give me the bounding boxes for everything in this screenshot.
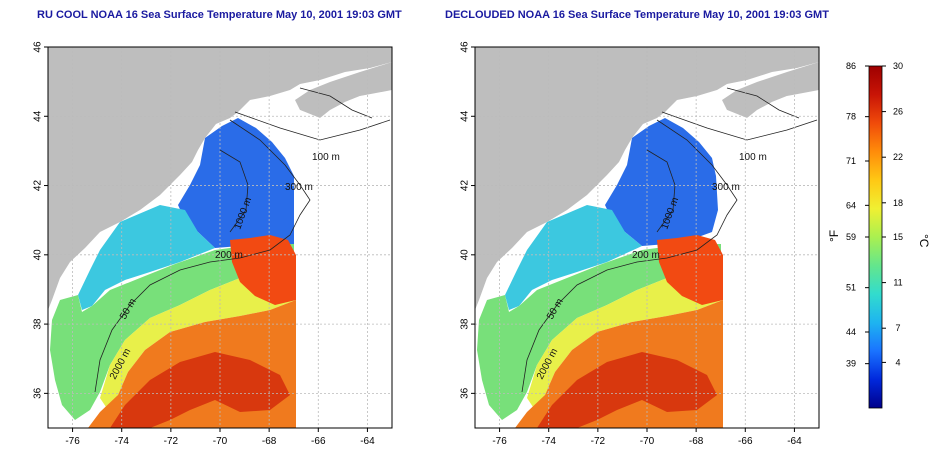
right-gulf-of-maine-water [605, 118, 718, 246]
right-x-tick-label: -70 [640, 436, 655, 447]
right-bathymetry-contours [521, 87, 818, 393]
left-map-grid [48, 47, 392, 428]
left-x-tick-label: -70 [213, 436, 228, 447]
colorbar-celsius-tick-label: 18 [893, 198, 903, 208]
right-x-tick-label: -72 [591, 436, 606, 447]
left-land-mass [48, 47, 392, 310]
right-shelf-cyan-water [505, 205, 642, 310]
left-bathymetry-contours [94, 87, 391, 393]
right-slope-yellow-water [527, 260, 723, 410]
right-map-grid [475, 47, 819, 428]
left-x-tick-label: -74 [114, 436, 129, 447]
left-offshore-water [294, 90, 392, 428]
colorbar-celsius-tick-label: 26 [893, 107, 903, 117]
right-x-tick-label: -66 [738, 436, 753, 447]
colorbar-fahrenheit-tick-label: 44 [846, 327, 856, 337]
colorbar-gradient [868, 65, 883, 409]
colorbar-fahrenheit-tick-label: 78 [846, 112, 856, 122]
colorbar-celsius-label: °C [917, 234, 931, 248]
left-x-tick-label: -68 [262, 436, 277, 447]
left-y-tick-label: 46 [33, 41, 44, 53]
right-y-tick-label: 46 [460, 41, 471, 53]
colorbar-celsius-tick-label: 15 [893, 232, 903, 242]
right-gulf-stream-core [537, 352, 717, 428]
right-y-tick-label: 36 [460, 387, 471, 399]
colorbar: °F °C 30 26 22 18 15 11 7 4 86 78 71 64 59 51 44 39 [827, 61, 931, 409]
right-map-plot-area: 100 m 300 m 200 m 50 m 2000 m 1000 m [475, 47, 819, 428]
right-y-tick-label: 38 [460, 318, 471, 330]
left-x-tick-label: -66 [311, 436, 326, 447]
right-y-tick-label: 44 [460, 110, 471, 122]
right-x-tick-label: -76 [492, 436, 507, 447]
right-map-ticks: -76 -74 -72 -70 -68 -66 -64 46 44 42 40 38 36 [460, 41, 802, 447]
colorbar-fahrenheit-tick-label: 71 [846, 156, 856, 166]
right-x-tick-label: -68 [689, 436, 704, 447]
left-map-plot-area: 100 m 300 m 200 m 50 m 2000 m 1000 m [48, 47, 392, 428]
right-land-mass [475, 47, 819, 310]
colorbar-celsius-tick-label: 7 [895, 323, 900, 333]
left-y-tick-label: 42 [33, 180, 44, 192]
right-y-tick-label: 42 [460, 180, 471, 192]
colorbar-celsius-tick-label: 30 [893, 61, 903, 71]
colorbar-fahrenheit-tick-label: 59 [846, 232, 856, 242]
right-map-title: DECLOUDED NOAA 16 Sea Surface Temperatur… [445, 9, 829, 21]
colorbar-fahrenheit-tick-label: 64 [846, 200, 856, 210]
left-gulf-stream-core [110, 352, 290, 428]
colorbar-ticks: 30 26 22 18 15 11 7 4 86 78 71 64 59 51 44 39 [846, 61, 903, 369]
left-contour-label-200m: 200 m [215, 250, 243, 261]
colorbar-celsius-tick-label: 11 [893, 278, 902, 288]
left-x-tick-label: -64 [360, 436, 375, 447]
left-contour-label-300m: 300 m [285, 182, 313, 193]
colorbar-fahrenheit-tick-label: 39 [846, 359, 856, 369]
right-x-tick-label: -74 [541, 436, 556, 447]
colorbar-celsius-tick-label: 22 [893, 152, 903, 162]
left-y-tick-label: 40 [33, 249, 44, 261]
right-contour-label-100m: 100 m [739, 152, 767, 163]
left-y-tick-label: 36 [33, 387, 44, 399]
left-map-title: RU COOL NOAA 16 Sea Surface Temperature … [37, 9, 402, 21]
left-slope-yellow-water [100, 260, 296, 410]
colorbar-celsius-tick-label: 4 [895, 357, 900, 367]
right-contour-label-200m: 200 m [632, 250, 660, 261]
right-x-tick-label: -64 [787, 436, 802, 447]
left-x-tick-label: -72 [164, 436, 179, 447]
left-warm-core-ring [230, 235, 296, 305]
right-warm-core-ring [657, 235, 723, 305]
right-contour-label-300m: 300 m [712, 182, 740, 193]
right-offshore-water [718, 90, 819, 428]
colorbar-fahrenheit-label: °F [827, 230, 841, 242]
left-x-tick-label: -76 [65, 436, 80, 447]
left-contour-label-100m: 100 m [312, 152, 340, 163]
left-y-tick-label: 38 [33, 318, 44, 330]
right-y-tick-label: 40 [460, 249, 471, 261]
left-gulf-of-maine-water [178, 118, 294, 248]
left-map-ticks: -76 -74 -72 -70 -68 -66 -64 46 44 42 40 38 36 [33, 41, 375, 447]
left-shelf-cyan-water [78, 205, 215, 310]
colorbar-fahrenheit-tick-label: 86 [846, 61, 856, 71]
left-y-tick-label: 44 [33, 110, 44, 122]
colorbar-fahrenheit-tick-label: 51 [846, 283, 856, 293]
